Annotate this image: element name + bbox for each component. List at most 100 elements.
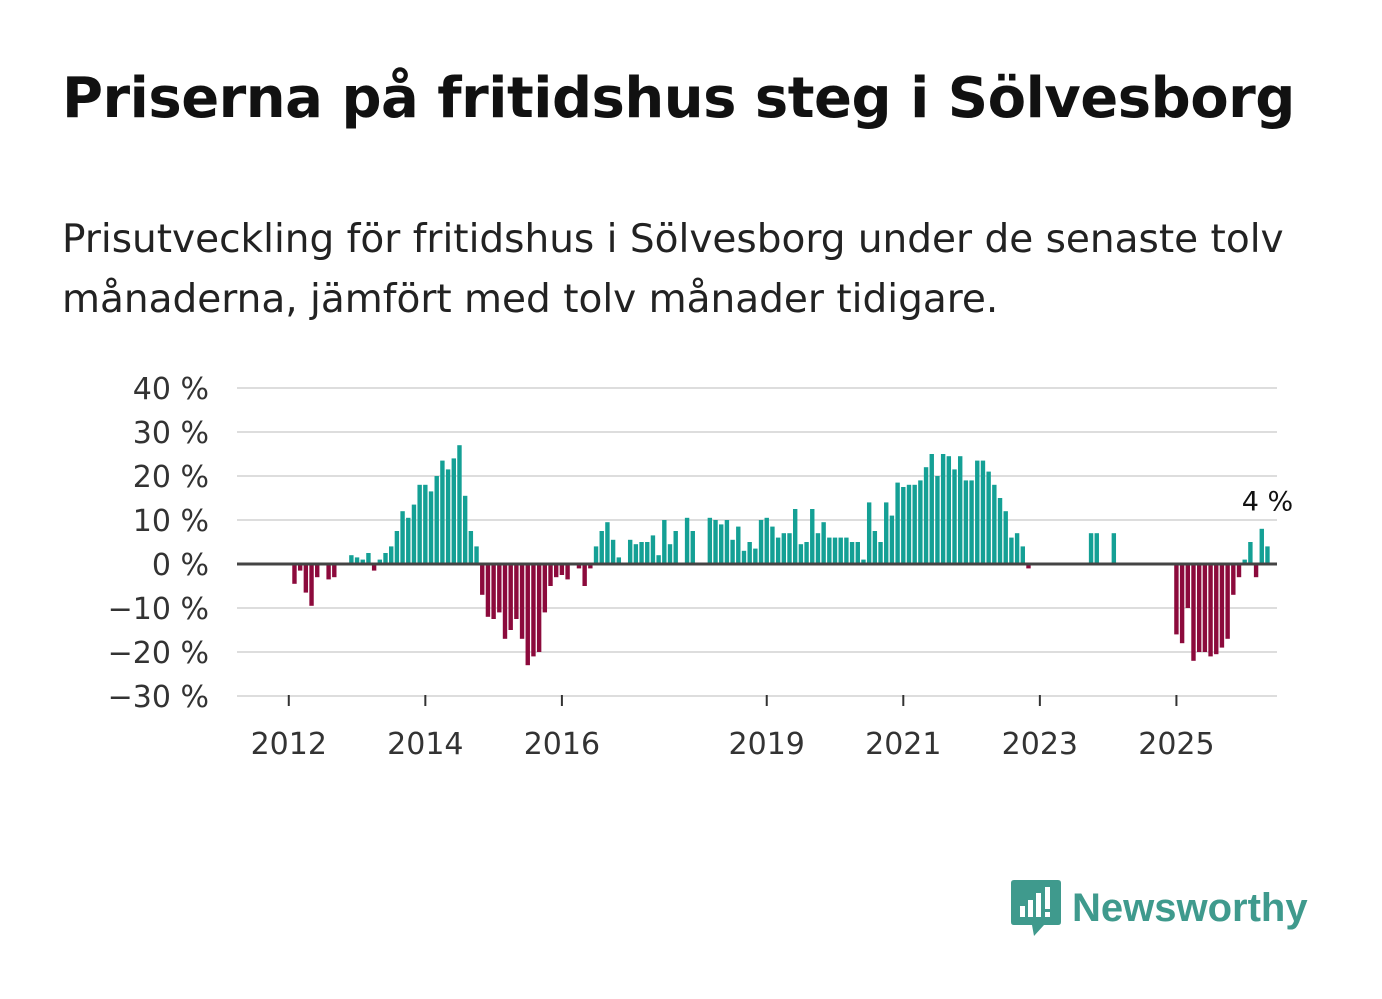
bar [1265, 546, 1270, 564]
newsworthy-logo-icon [1011, 880, 1061, 936]
bar [326, 564, 331, 580]
bar [366, 553, 371, 564]
bar [810, 509, 815, 564]
y-tick-label: 0 % [152, 548, 209, 583]
y-tick-label: −20 % [108, 636, 209, 671]
page-subtitle: Prisutveckling för fritidshus i Sölvesbo… [62, 217, 1284, 322]
bar [554, 564, 559, 578]
bar [918, 480, 923, 564]
newsworthy-logo: Newsworthy [1010, 878, 1308, 938]
bar [462, 495, 468, 564]
x-tick-label: 2012 [251, 727, 327, 762]
bar [804, 542, 809, 564]
bar [827, 537, 832, 564]
bar [1248, 542, 1253, 564]
y-tick-label: 20 % [133, 460, 209, 495]
bar [542, 564, 548, 613]
bar [536, 564, 542, 652]
bar [576, 564, 582, 569]
bar [747, 542, 752, 564]
bar [502, 564, 508, 639]
bar [935, 476, 940, 564]
bar [1214, 564, 1219, 655]
bar [1253, 564, 1259, 578]
bar [633, 544, 639, 564]
bar [901, 487, 906, 564]
bar [1196, 564, 1202, 652]
bar [838, 537, 843, 564]
bar [451, 458, 456, 564]
bar [1225, 564, 1230, 639]
bar [559, 564, 565, 575]
y-tick-label: −10 % [108, 592, 209, 627]
bar [605, 522, 610, 564]
bar [599, 531, 604, 564]
bar [713, 520, 718, 564]
x-axis: 2012 2014 2016 2019 2021 2023 2025 [251, 695, 1215, 762]
x-tick-label: 2025 [1138, 727, 1214, 762]
bar [1003, 511, 1008, 564]
bar [787, 533, 792, 564]
bar [958, 456, 963, 564]
bar [309, 564, 314, 606]
bar [821, 522, 826, 564]
bar [1094, 533, 1099, 564]
bar [849, 542, 855, 564]
bar [730, 539, 735, 564]
bar [292, 564, 297, 584]
bar [719, 524, 724, 564]
bar [969, 480, 974, 564]
bar [1174, 564, 1179, 635]
bar [1111, 533, 1117, 564]
bar [457, 445, 462, 564]
bar [400, 511, 405, 564]
bar [423, 484, 428, 564]
bar [952, 469, 957, 564]
bar [1009, 537, 1014, 564]
bar [519, 564, 525, 639]
bar [588, 564, 593, 569]
bar [480, 564, 485, 595]
bar [1236, 564, 1242, 578]
bar [929, 454, 934, 564]
bar [781, 533, 787, 564]
bar [491, 564, 496, 619]
x-tick-label: 2016 [524, 727, 600, 762]
bar [1259, 528, 1264, 564]
bar [371, 564, 377, 571]
bar [844, 537, 849, 564]
annotation-label: 4 % [1242, 486, 1293, 517]
brand-name: Newsworthy [1072, 885, 1308, 930]
bar [531, 564, 536, 657]
bar [315, 564, 320, 578]
bar [332, 564, 337, 578]
bar [684, 517, 690, 564]
bar [360, 559, 365, 564]
bar [1202, 564, 1208, 652]
bar [639, 542, 644, 564]
bar [582, 564, 587, 586]
y-tick-label: 40 % [133, 372, 209, 407]
bar [736, 526, 741, 564]
bar [724, 520, 730, 564]
bar [1014, 533, 1020, 564]
bar [650, 535, 656, 564]
bar [349, 555, 354, 564]
bar [406, 517, 411, 564]
bar [980, 460, 986, 564]
bar [832, 537, 838, 564]
bar [593, 546, 599, 564]
bar [906, 484, 912, 564]
bar [548, 564, 553, 586]
y-tick-label: 30 % [133, 416, 209, 451]
y-axis: 40 % 30 % 20 % 10 % 0 % −10 % −20 % −30 % [108, 372, 209, 715]
bar [389, 546, 394, 564]
x-tick-label: 2021 [865, 727, 941, 762]
bar [428, 491, 434, 564]
bar [667, 544, 673, 564]
bar [975, 460, 980, 564]
bar [468, 531, 474, 564]
bar [411, 504, 417, 564]
bar [645, 542, 650, 564]
bar [616, 557, 621, 564]
